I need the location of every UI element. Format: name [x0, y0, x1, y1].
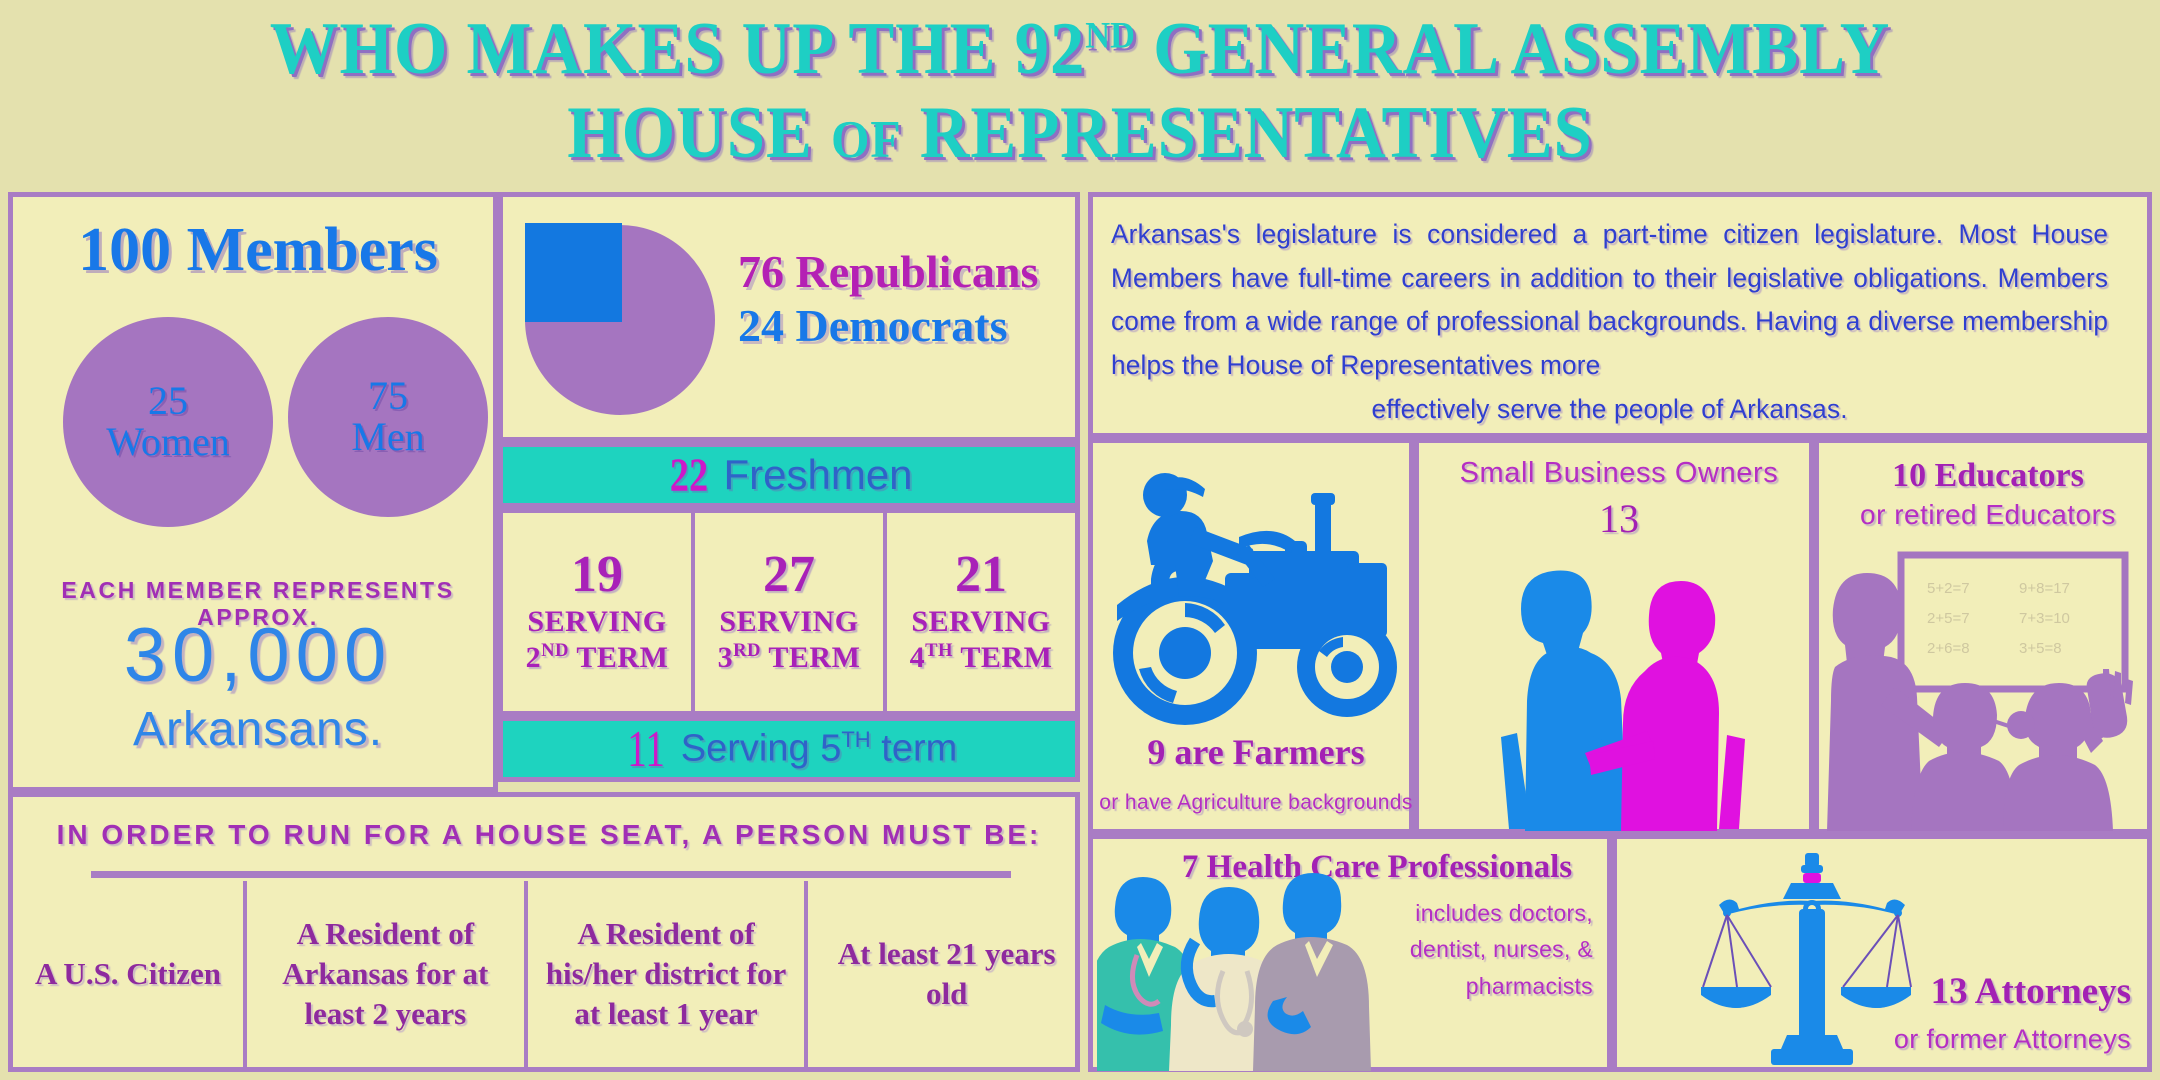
svg-text:9+8=17: 9+8=17	[2019, 580, 2070, 597]
women-count: 25	[148, 378, 188, 423]
farmers-title: 9 are Farmers	[1147, 732, 1365, 772]
term-cell-4th: 21 SERVING 4TH TERM	[883, 513, 1075, 711]
farmers-panel: 9 are Farmers or have Agriculture backgr…	[1088, 438, 1414, 834]
tractor-icon	[1113, 473, 1397, 725]
term-3rd-serving: SERVING	[719, 605, 859, 638]
term-cell-3rd: 27 SERVING 3RD TERM	[691, 513, 883, 711]
attorneys-subtitle: or former Attorneys	[1893, 1024, 2131, 1054]
requirement-age: At least 21 years old	[804, 881, 1085, 1067]
educators-title: 10 Educators	[1892, 457, 2084, 494]
fifth-term-bar: 11 Serving 5TH term	[498, 716, 1080, 782]
men-label: Men	[351, 414, 425, 459]
term-3rd-count: 27	[763, 546, 815, 603]
title-line-2: HOUSE OF REPRESENTATIVES	[76, 86, 2085, 170]
term-4th-tail: TERM	[952, 640, 1053, 674]
intro-body: Arkansas's legislature is considered a p…	[1111, 219, 2109, 381]
fifth-term-count: 11	[626, 720, 665, 778]
circle-women: 25 Women	[63, 317, 273, 527]
svg-text:3+5=8: 3+5=8	[2019, 640, 2062, 657]
circle-men: 75 Men	[288, 317, 488, 517]
requirement-citizen: A U.S. Citizen	[35, 956, 221, 992]
svg-text:5+2=7: 5+2=7	[1927, 580, 1970, 597]
requirement-district-resident: A Resident of his/her district for at le…	[523, 881, 805, 1067]
scales-of-justice-icon	[1701, 853, 1912, 1065]
term-2nd-ordinal-sup: ND	[541, 639, 569, 661]
health-care-panel: 7 Health Care Professionals includes doc…	[1088, 834, 1612, 1072]
term-3rd-ordinal: 3RD TERM	[718, 640, 861, 676]
women-label: Women	[106, 419, 230, 464]
requirements-panel: IN ORDER TO RUN FOR A HOUSE SEAT, A PERS…	[8, 792, 1080, 1072]
poster-title: WHO MAKES UP THE 92ND GENERAL ASSEMBLY H…	[0, 0, 2160, 186]
men-count: 75	[368, 373, 408, 418]
each-member-represents-label: EACH MEMBER REPRESENTS APPROX.	[61, 577, 455, 630]
title-of-word: OF	[830, 110, 902, 169]
requirements-title: IN ORDER TO RUN FOR A HOUSE SEAT, A PERS…	[56, 819, 1042, 850]
party-legend: 76 Republicans 24 Democrats	[738, 245, 1078, 354]
svg-text:2+5=7: 2+5=7	[1927, 610, 1970, 627]
term-2nd-tail: TERM	[568, 640, 669, 674]
requirements-divider	[91, 871, 1011, 878]
term-2nd-serving: SERVING	[527, 605, 667, 638]
party-pie-chart	[525, 223, 715, 415]
freshmen-count: 22	[670, 448, 709, 502]
small-business-count: 13	[1599, 496, 1639, 541]
attorneys-panel: 13 Attorneys or former Attorneys	[1612, 834, 2152, 1072]
intro-panel: Arkansas's legislature is considered a p…	[1088, 192, 2152, 438]
title-line-2-b: REPRESENTATIVES	[901, 92, 1593, 174]
intro-paragraph: Arkansas's legislature is considered a p…	[1111, 213, 2108, 432]
educators-panel: 10 Educators or retired Educators 5+2=7 9…	[1814, 438, 2152, 834]
title-line-1: WHO MAKES UP THE 92ND GENERAL ASSEMBLY	[76, 0, 2085, 86]
fifth-term-label: Serving 5TH term	[681, 727, 957, 771]
classroom-icon: 5+2=7 9+8=17 2+5=7 7+3=10 2+6=8 3+5=8	[1827, 551, 2133, 831]
terms-row: 19 SERVING 2ND TERM 27 SERVING 3RD TERM …	[498, 508, 1080, 716]
pie-slice-democrats	[525, 223, 622, 322]
term-2nd-ordinal-num: 2	[525, 640, 542, 674]
members-panel: 100 Members 25 Women 75 Men EACH MEMBER …	[8, 192, 498, 792]
republicans-count: 76 Republicans	[738, 246, 1039, 297]
educators-subtitle: or retired Educators	[1860, 499, 2116, 530]
medical-team-icon	[1097, 873, 1371, 1071]
intro-last-line: effectively serve the people of Arkansas…	[1371, 393, 1848, 424]
svg-text:7+3=10: 7+3=10	[2019, 610, 2070, 627]
freshmen-label: Freshmen	[723, 451, 913, 498]
constituents-number: 30,000	[123, 613, 393, 698]
attorneys-title: 13 Attorneys	[1930, 971, 2131, 1012]
title-line-1-b: GENERAL ASSEMBLY	[1135, 8, 1891, 90]
svg-text:2+6=8: 2+6=8	[1927, 640, 1970, 657]
small-business-title: Small Business Owners	[1459, 457, 1779, 489]
fifth-term-label-sup: TH	[841, 727, 871, 753]
requirement-arkansas-resident: A Resident of Arkansas for at least 2 ye…	[243, 881, 524, 1067]
title-ordinal-sup: ND	[1085, 15, 1136, 57]
constituents-label: Arkansans.	[132, 703, 384, 756]
small-business-panel: Small Business Owners 13	[1414, 438, 1814, 834]
term-3rd-tail: TERM	[760, 640, 861, 674]
health-care-title: 7 Health Care Professionals	[1181, 849, 1573, 885]
party-breakdown-panel: 76 Republicans 24 Democrats	[498, 192, 1080, 442]
term-4th-ordinal-sup: TH	[925, 639, 953, 661]
term-4th-ordinal: 4TH TERM	[910, 640, 1053, 676]
term-2nd-count: 19	[571, 546, 623, 603]
members-heading: 100 Members	[78, 216, 438, 284]
title-line-2-a: HOUSE	[567, 92, 831, 174]
term-3rd-ordinal-num: 3	[717, 640, 734, 674]
term-4th-count: 21	[955, 546, 1007, 603]
fifth-term-label-b: term	[870, 727, 958, 770]
business-handshake-icon	[1501, 570, 1745, 831]
fifth-term-label-a: Serving 5	[680, 727, 842, 770]
democrats-count: 24 Democrats	[738, 300, 1008, 352]
requirements-cells: A U.S. Citizen A Resident of Arkansas fo…	[13, 881, 1085, 1067]
freshmen-bar: 22 Freshmen	[498, 442, 1080, 508]
term-3rd-ordinal-sup: RD	[733, 639, 761, 661]
term-4th-ordinal-num: 4	[909, 640, 926, 674]
health-care-subtitle: includes doctors, dentist, nurses, & pha…	[1409, 900, 1593, 999]
term-4th-serving: SERVING	[911, 605, 1051, 638]
term-cell-2nd: 19 SERVING 2ND TERM	[503, 513, 691, 711]
term-2nd-ordinal: 2ND TERM	[526, 640, 669, 676]
title-line-1-a: WHO MAKES UP THE 92	[269, 8, 1086, 90]
farmers-subtitle: or have Agriculture backgrounds	[1099, 791, 1413, 814]
